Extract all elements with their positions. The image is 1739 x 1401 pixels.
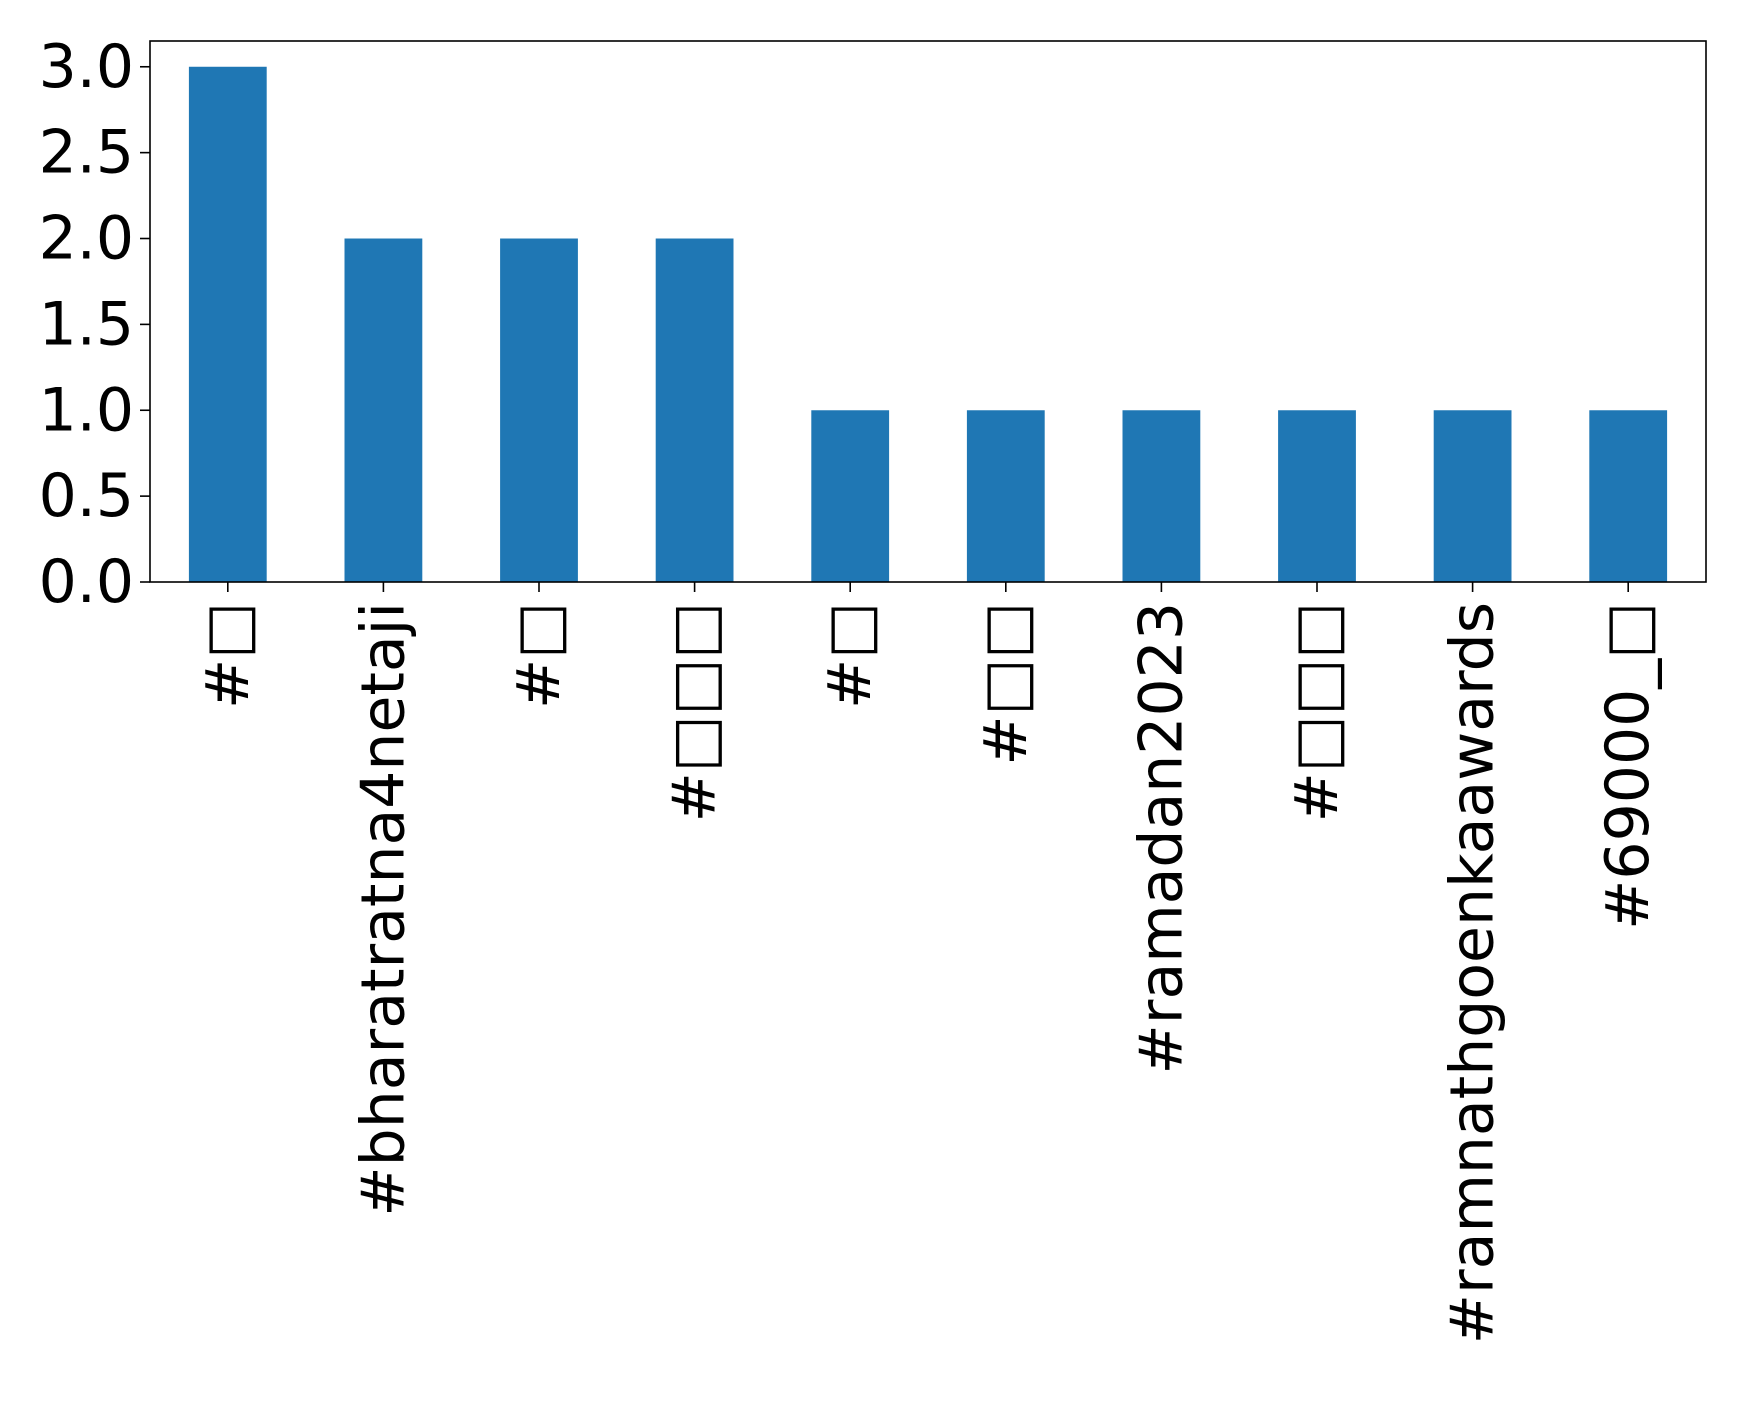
bar-1 <box>344 238 423 582</box>
x-tick-label-7: #□□□ <box>1282 602 1352 822</box>
bar-7 <box>1278 410 1356 582</box>
bar-3 <box>655 238 734 582</box>
x-tick-label-3: #□□□ <box>660 602 730 822</box>
x-tick-label-2: #□ <box>504 602 574 709</box>
y-tick-label-1: 0.5 <box>39 461 134 531</box>
y-tick-label-3: 1.5 <box>39 289 134 359</box>
x-tick-label-6: #ramadan2023 <box>1126 602 1196 1075</box>
x-tick-label-4: #□ <box>815 602 885 709</box>
bar-2 <box>500 238 578 582</box>
bar-4 <box>811 410 890 582</box>
bars-group <box>188 66 1668 582</box>
bar-5 <box>966 410 1045 582</box>
axes-frame <box>149 40 1707 583</box>
x-axis-ticks: #□ #bharatratna4netaji #□ #□□□ #□ #□□ #ramadan… <box>193 582 1663 1344</box>
x-tick-label-1: #bharatratna4netaji <box>348 602 418 1217</box>
y-tick-label-0: 0.0 <box>39 547 134 617</box>
x-tick-label-8: #ramnathgoenkaawards <box>1438 602 1508 1344</box>
bar-8 <box>1433 410 1512 582</box>
x-tick-label-9: #69000_□ <box>1593 602 1663 930</box>
y-tick-label-6: 3.0 <box>39 32 134 102</box>
y-tick-label-5: 2.5 <box>39 118 134 188</box>
bar-0 <box>188 66 267 582</box>
x-tick-label-5: #□□ <box>971 602 1041 766</box>
y-tick-label-2: 1.0 <box>39 375 134 445</box>
bar-9 <box>1589 410 1668 582</box>
bar-6 <box>1122 410 1201 582</box>
y-tick-label-4: 2.0 <box>39 204 134 274</box>
x-tick-label-0: #□ <box>193 602 263 709</box>
y-axis-ticks: 0.0 0.5 1.0 1.5 2.0 2.5 3.0 <box>39 32 150 617</box>
